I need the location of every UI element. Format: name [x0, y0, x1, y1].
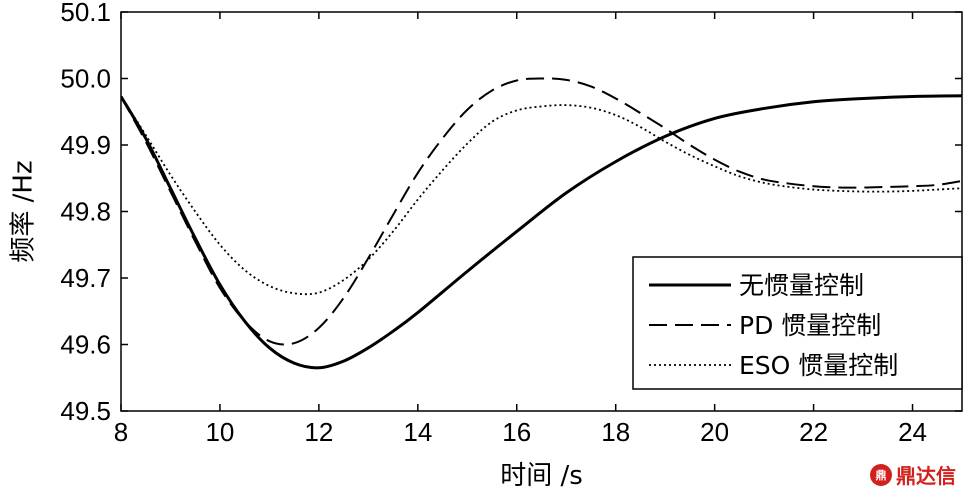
x-axis-label: 时间 /s [500, 461, 583, 491]
y-tick-label: 49.8 [60, 197, 111, 227]
legend-label: 无惯量控制 [739, 271, 864, 300]
y-tick-label: 49.9 [60, 130, 111, 160]
series-line-dotted [121, 95, 962, 296]
watermark-text: 鼎达信 [896, 464, 956, 488]
watermark: 鼎 鼎达信 [870, 460, 956, 489]
x-tick-label: 18 [601, 417, 630, 447]
x-tick-label: 16 [502, 417, 531, 447]
y-tick-label: 49.7 [60, 263, 111, 293]
y-tick-label: 49.5 [60, 396, 111, 426]
x-tick-label: 10 [205, 417, 234, 447]
x-tick-label: 24 [898, 417, 927, 447]
legend-label: PD 惯量控制 [739, 311, 881, 340]
watermark-logo-icon: 鼎 [870, 463, 892, 486]
tick-layer: 8 10 12 14 16 18 20 22 24 49.5 49.6 49.7 49.8 49.9 50.… [60, 0, 962, 447]
legend: 无惯量控制 PD 惯量控制 ESO 惯量控制 [632, 256, 963, 390]
legend-label: ESO 惯量控制 [739, 351, 898, 380]
series-line-solid [121, 94, 962, 370]
series-layer [121, 77, 962, 370]
x-tick-label: 20 [700, 417, 729, 447]
x-tick-label: 8 [114, 417, 128, 447]
y-tick-label: 50.0 [60, 64, 111, 94]
x-tick-label: 12 [304, 417, 333, 447]
y-tick-label: 50.1 [60, 0, 111, 27]
x-tick-label: 22 [799, 417, 828, 447]
y-axis-label: 频率 /Hz [9, 160, 39, 262]
x-tick-label: 14 [403, 417, 432, 447]
y-tick-label: 49.6 [60, 330, 111, 360]
legend-box [632, 256, 963, 390]
plot-frame [120, 11, 963, 412]
series-line-dashed [121, 77, 962, 346]
